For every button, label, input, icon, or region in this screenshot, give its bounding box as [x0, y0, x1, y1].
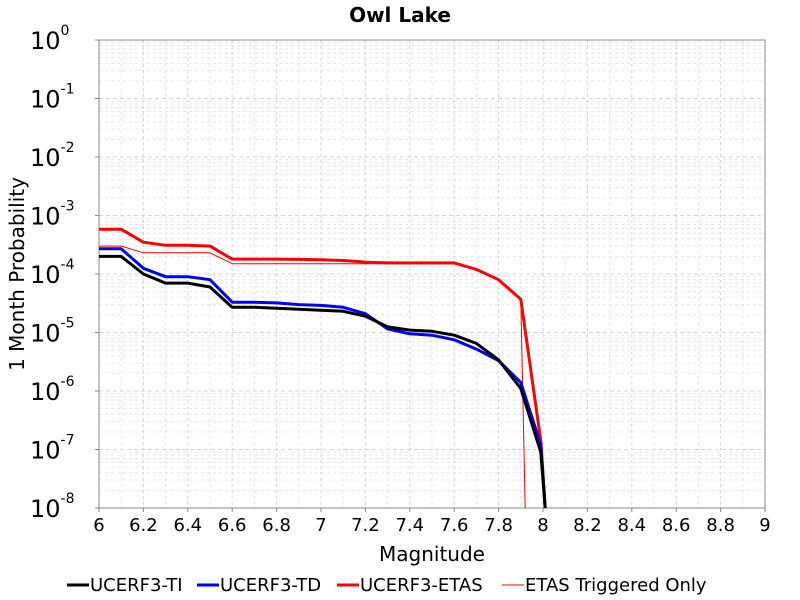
y-tick-base: 10 [30, 203, 61, 231]
x-tick-label: 7.8 [484, 515, 513, 536]
y-tick-base: 10 [30, 378, 61, 406]
series-line-ucerf3-etas [99, 227, 547, 508]
legend-label: UCERF3-TI [90, 575, 183, 596]
y-tick-label: 10-3 [30, 199, 75, 231]
y-tick-label: 10-7 [30, 433, 75, 465]
legend-label: ETAS Triggered Only [525, 575, 707, 596]
x-tick-label: 6.6 [218, 515, 247, 536]
x-tick-label: 8.8 [706, 515, 735, 536]
y-tick-exponent: -1 [61, 82, 75, 98]
x-tick-label: 8.6 [662, 515, 691, 536]
legend-label: UCERF3-ETAS [360, 575, 483, 596]
y-tick-exponent: -2 [61, 140, 75, 156]
series-line-ucerf3-td [99, 247, 547, 508]
x-axis-label: Magnitude [379, 542, 485, 566]
y-tick-label: 10-5 [30, 316, 75, 348]
y-tick-base: 10 [30, 144, 61, 172]
x-tick-label: 7 [315, 515, 326, 536]
y-tick-label: 10-8 [30, 491, 75, 523]
y-tick-base: 10 [30, 320, 61, 348]
series-layer [99, 227, 547, 508]
y-tick-exponent: -6 [61, 374, 75, 390]
x-tick-label: 8 [537, 515, 548, 536]
x-tick-label: 6.8 [262, 515, 291, 536]
x-axis-ticks: 6 6.2 6.4 6.6 6.8 7 7.2 7.4 7.6 7.8 8 8.2 8.4 8.6 8.8 9 [93, 508, 771, 536]
x-tick-label: 6 [93, 515, 104, 536]
y-tick-label: 10-4 [30, 257, 75, 289]
x-tick-label: 7.4 [395, 515, 424, 536]
y-tick-exponent: -8 [61, 491, 75, 507]
y-tick-label: 10-2 [30, 140, 75, 172]
x-tick-label: 7.6 [440, 515, 469, 536]
y-tick-base: 10 [30, 27, 61, 55]
legend: UCERF3-TI UCERF3-TD UCERF3-ETAS ETAS Trigge… [67, 575, 707, 596]
y-tick-exponent: -4 [61, 257, 75, 273]
x-tick-label: 9 [759, 515, 770, 536]
x-tick-label: 7.2 [351, 515, 380, 536]
y-tick-base: 10 [30, 261, 61, 289]
y-tick-exponent: -5 [61, 316, 75, 332]
y-tick-exponent: -3 [61, 199, 75, 215]
y-axis-label: 1 Month Probability [5, 177, 29, 371]
grid [98, 39, 766, 509]
y-tick-label: 10-6 [30, 374, 75, 406]
series-line-ucerf3-ti [99, 254, 547, 508]
y-tick-label: 100 [30, 23, 69, 55]
x-tick-label: 8.2 [573, 515, 602, 536]
y-tick-exponent: 0 [61, 23, 70, 39]
chart-title: Owl Lake [349, 3, 451, 27]
legend-label: UCERF3-TD [220, 575, 321, 596]
y-tick-base: 10 [30, 495, 61, 523]
y-tick-base: 10 [30, 437, 61, 465]
x-tick-label: 8.4 [617, 515, 646, 536]
x-tick-label: 6.2 [129, 515, 158, 536]
x-tick-label: 6.4 [173, 515, 202, 536]
y-tick-base: 10 [30, 86, 61, 114]
y-tick-exponent: -7 [61, 433, 75, 449]
y-tick-label: 10-1 [30, 82, 75, 114]
